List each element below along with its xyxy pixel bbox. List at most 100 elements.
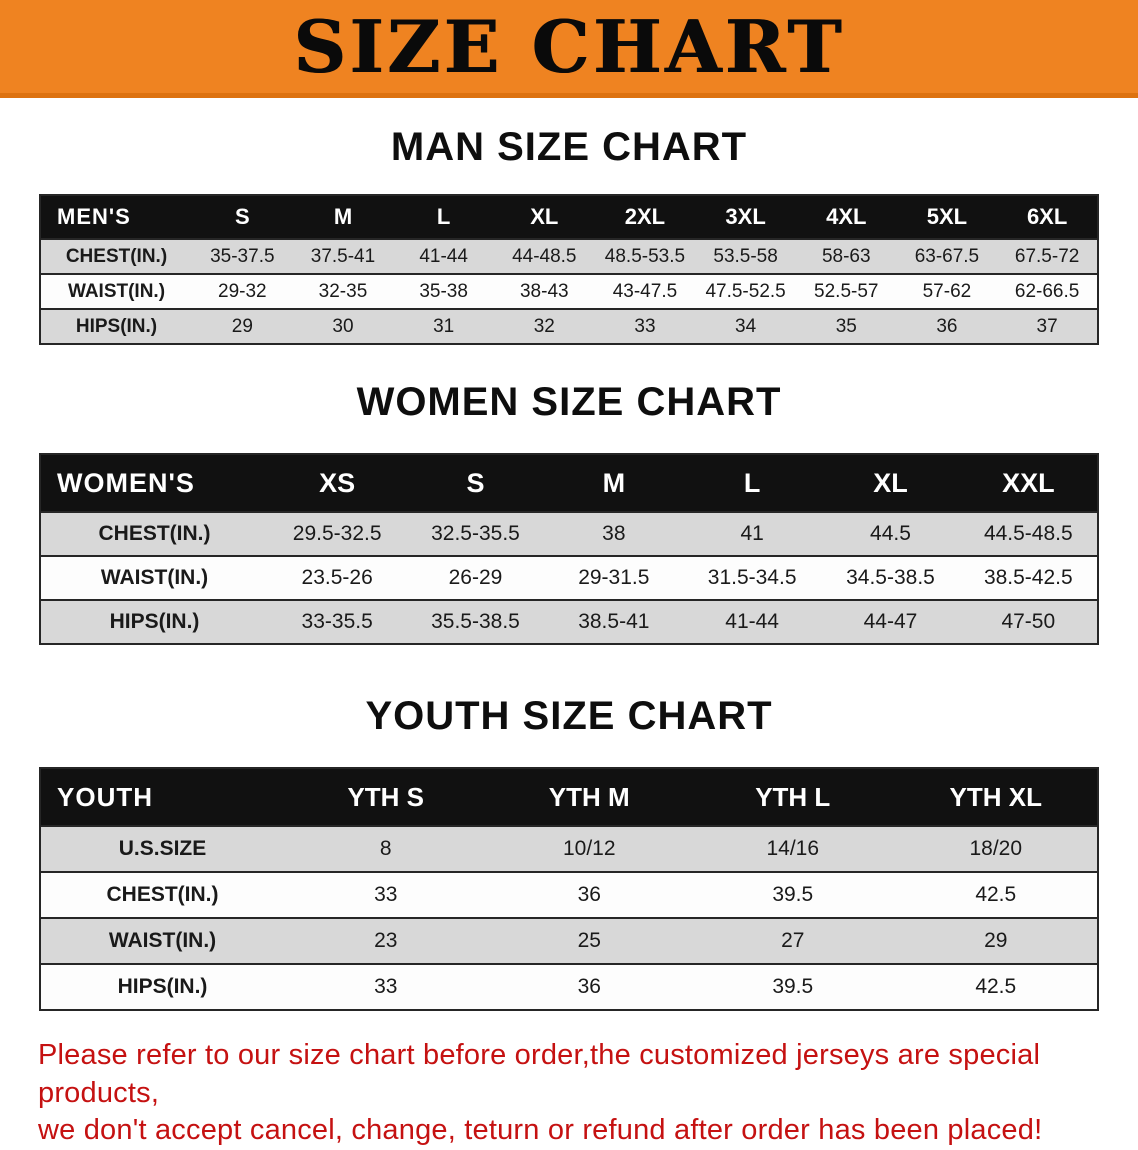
- table-row: HIPS(IN.) 29 30 31 32 33 34 35 36 37: [40, 308, 1098, 344]
- value-cell: 36: [896, 308, 998, 344]
- value-cell: 41-44: [393, 238, 494, 274]
- table-header-row: YOUTH YTH S YTH M YTH L YTH XL: [40, 768, 1098, 826]
- column-header: 3XL: [695, 195, 796, 239]
- value-cell: 32: [493, 308, 595, 344]
- column-header: S: [192, 195, 293, 239]
- value-cell: 34.5-38.5: [821, 555, 960, 600]
- column-header: YTH M: [487, 768, 691, 826]
- column-header: L: [393, 195, 494, 239]
- table-row: CHEST(IN.) 29.5-32.5 32.5-35.5 38 41 44.5 44.5…: [40, 511, 1098, 556]
- value-cell: 38: [544, 511, 683, 556]
- column-header: S: [406, 454, 545, 512]
- women-section-heading: WOMEN SIZE CHART: [356, 380, 782, 424]
- value-cell: 33-35.5: [268, 599, 407, 644]
- value-cell: 26-29: [406, 555, 545, 600]
- row-label: U.S.SIZE: [40, 825, 284, 872]
- table-corner-label: WOMEN'S: [40, 454, 268, 512]
- column-header: YTH L: [691, 768, 895, 826]
- youth-size-section: YOUTH SIZE CHART YOUTH YTH S YTH M YTH L YTH…: [0, 693, 1138, 1011]
- value-cell: 14/16: [691, 825, 895, 872]
- value-cell: 58-63: [795, 238, 897, 274]
- value-cell: 36: [487, 963, 691, 1010]
- value-cell: 44.5-48.5: [959, 511, 1098, 556]
- column-header: XL: [821, 454, 960, 512]
- value-cell: 52.5-57: [795, 273, 897, 309]
- table-row: WAIST(IN.) 23 25 27 29: [40, 917, 1098, 964]
- value-cell: 29-31.5: [544, 555, 683, 600]
- value-cell: 31: [393, 308, 494, 344]
- table-row: WAIST(IN.) 29-32 32-35 35-38 38-43 43-47.5 47.…: [40, 273, 1098, 309]
- value-cell: 34: [695, 308, 796, 344]
- row-label: CHEST(IN.): [40, 871, 284, 918]
- value-cell: 47.5-52.5: [695, 273, 796, 309]
- women-size-section: WOMEN SIZE CHART WOMEN'S XS S M L XL XXL CHEST(…: [0, 379, 1138, 645]
- row-label: HIPS(IN.): [40, 963, 284, 1010]
- value-cell: 27: [691, 917, 895, 964]
- column-header: L: [682, 454, 822, 512]
- value-cell: 33: [284, 963, 488, 1010]
- row-label: WAIST(IN.): [40, 555, 268, 600]
- value-cell: 44.5: [821, 511, 960, 556]
- column-header: XL: [493, 195, 595, 239]
- column-header: M: [292, 195, 394, 239]
- disclaimer: Please refer to our size chart before or…: [38, 1037, 1100, 1150]
- table-row: CHEST(IN.) 35-37.5 37.5-41 41-44 44-48.5 48.5…: [40, 238, 1098, 274]
- row-label: WAIST(IN.): [40, 917, 284, 964]
- row-label: CHEST(IN.): [40, 511, 268, 556]
- value-cell: 29: [894, 917, 1098, 964]
- row-label: CHEST(IN.): [40, 238, 192, 274]
- men-section-heading: MAN SIZE CHART: [390, 125, 748, 169]
- column-header: XXL: [959, 454, 1098, 512]
- value-cell: 37: [997, 308, 1098, 344]
- value-cell: 42.5: [894, 871, 1098, 918]
- value-cell: 35.5-38.5: [406, 599, 545, 644]
- column-header: 6XL: [997, 195, 1098, 239]
- value-cell: 23: [284, 917, 488, 964]
- column-header: YTH S: [284, 768, 488, 826]
- disclaimer-line-1: Please refer to our size chart before or…: [38, 1039, 1041, 1109]
- table-row: WAIST(IN.) 23.5-26 26-29 29-31.5 31.5-34.5 34…: [40, 555, 1098, 600]
- value-cell: 41-44: [682, 599, 822, 644]
- value-cell: 33: [594, 308, 696, 344]
- table-row: CHEST(IN.) 33 36 39.5 42.5: [40, 871, 1098, 918]
- value-cell: 35-37.5: [192, 238, 293, 274]
- value-cell: 23.5-26: [268, 555, 407, 600]
- youth-section-heading: YOUTH SIZE CHART: [365, 694, 773, 738]
- column-header: YTH XL: [894, 768, 1098, 826]
- banner-title: SIZE CHART: [293, 3, 845, 89]
- value-cell: 44-47: [821, 599, 960, 644]
- disclaimer-line-2: we don't accept cancel, change, teturn o…: [38, 1114, 1043, 1147]
- men-size-section: MAN SIZE CHART MEN'S S M L XL 2XL 3XL 4XL 5XL 6XL…: [0, 124, 1138, 345]
- value-cell: 29.5-32.5: [268, 511, 407, 556]
- row-label: HIPS(IN.): [40, 599, 268, 644]
- column-header: 4XL: [795, 195, 897, 239]
- value-cell: 32-35: [292, 273, 394, 309]
- value-cell: 41: [682, 511, 822, 556]
- value-cell: 63-67.5: [896, 238, 998, 274]
- column-header: 2XL: [594, 195, 696, 239]
- value-cell: 38.5-42.5: [959, 555, 1098, 600]
- value-cell: 25: [487, 917, 691, 964]
- column-header: 5XL: [896, 195, 998, 239]
- size-chart-banner: SIZE CHART: [0, 0, 1138, 98]
- value-cell: 57-62: [896, 273, 998, 309]
- value-cell: 48.5-53.5: [594, 238, 696, 274]
- value-cell: 31.5-34.5: [682, 555, 822, 600]
- table-row: HIPS(IN.) 33-35.5 35.5-38.5 38.5-41 41-44 44-…: [40, 599, 1098, 644]
- row-label: HIPS(IN.): [40, 308, 192, 344]
- value-cell: 37.5-41: [292, 238, 394, 274]
- value-cell: 30: [292, 308, 394, 344]
- column-header: XS: [268, 454, 407, 512]
- value-cell: 53.5-58: [695, 238, 796, 274]
- value-cell: 44-48.5: [493, 238, 595, 274]
- women-size-table: WOMEN'S XS S M L XL XXL CHEST(IN.) 29.5-32.5 32.5…: [39, 453, 1099, 645]
- value-cell: 32.5-35.5: [406, 511, 545, 556]
- table-header-row: MEN'S S M L XL 2XL 3XL 4XL 5XL 6XL: [40, 195, 1098, 239]
- value-cell: 36: [487, 871, 691, 918]
- value-cell: 29-32: [192, 273, 293, 309]
- value-cell: 62-66.5: [997, 273, 1098, 309]
- value-cell: 43-47.5: [594, 273, 696, 309]
- value-cell: 39.5: [691, 871, 895, 918]
- value-cell: 42.5: [894, 963, 1098, 1010]
- youth-size-table: YOUTH YTH S YTH M YTH L YTH XL U.S.SIZE 8 10/12…: [39, 767, 1099, 1011]
